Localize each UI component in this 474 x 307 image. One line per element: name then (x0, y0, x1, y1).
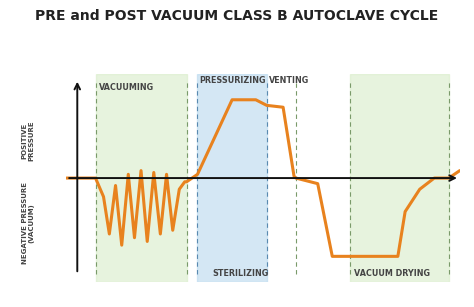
Text: NEGATIVE PRESSURE
(VACUUM): NEGATIVE PRESSURE (VACUUM) (22, 182, 35, 264)
Bar (350, 74, 449, 282)
Text: VENTING: VENTING (269, 76, 309, 85)
Text: POSITIVE
PRESSURE: POSITIVE PRESSURE (22, 120, 35, 161)
Text: STERILIZING: STERILIZING (212, 270, 268, 278)
Bar (95, 74, 187, 282)
Text: PRESSURIZING: PRESSURIZING (200, 76, 266, 85)
Text: PRE and POST VACUUM CLASS B AUTOCLAVE CYCLE: PRE and POST VACUUM CLASS B AUTOCLAVE CY… (36, 9, 438, 23)
Text: VACUUM DRYING: VACUUM DRYING (354, 270, 430, 278)
Bar (198, 74, 267, 282)
Text: VACUUMING: VACUUMING (99, 83, 154, 92)
